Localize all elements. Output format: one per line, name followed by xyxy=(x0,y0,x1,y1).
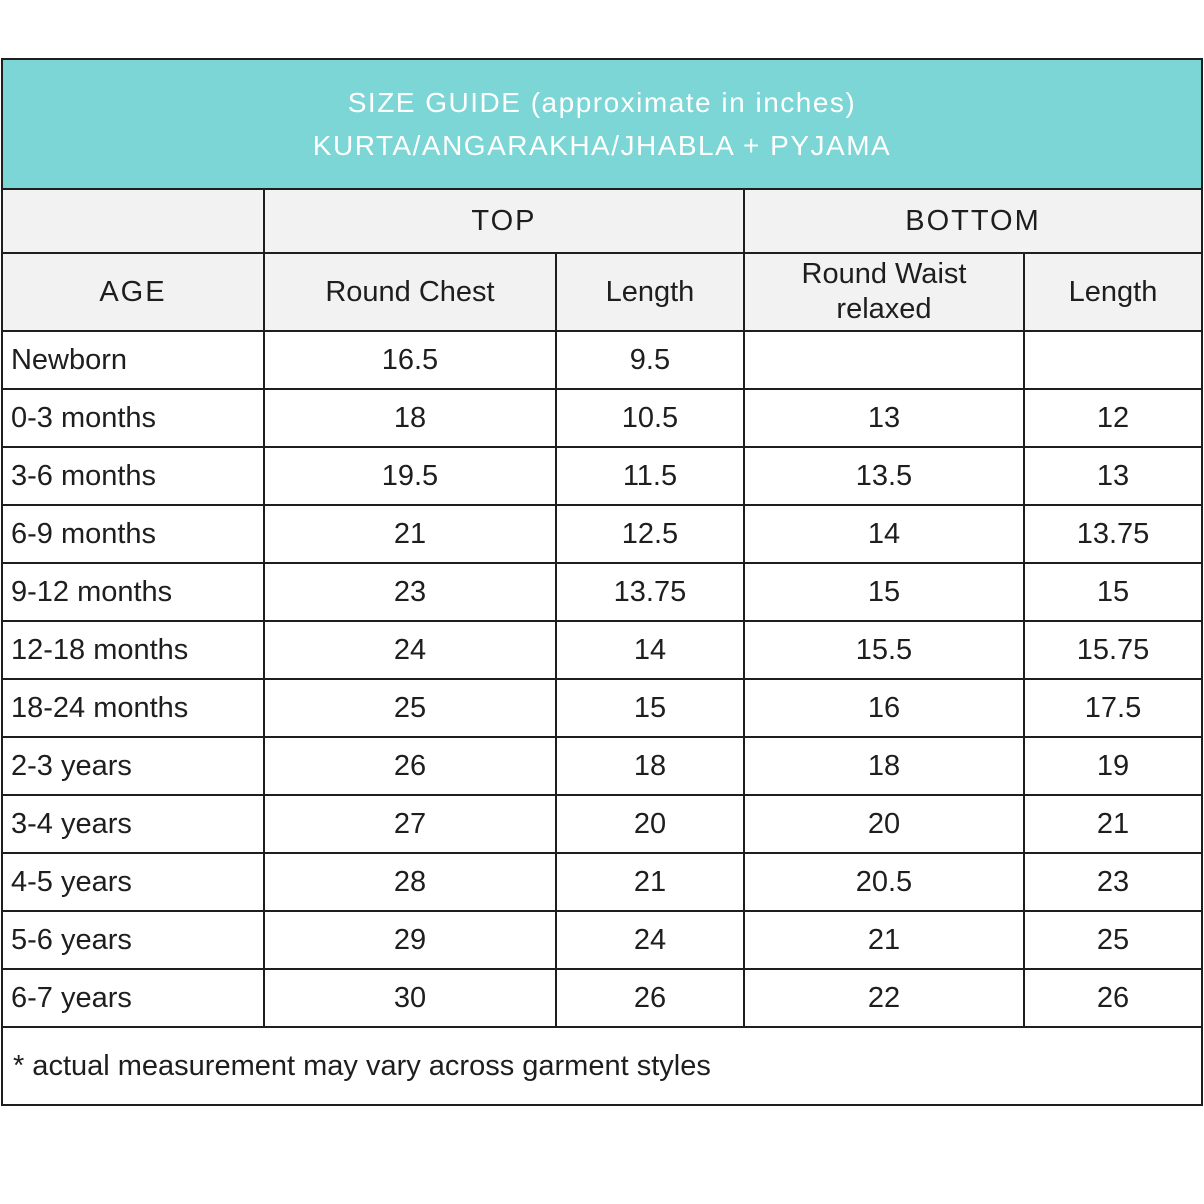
bottom-length-cell: 19 xyxy=(1022,736,1204,796)
round-chest-cell: 19.5 xyxy=(262,446,557,506)
table-row: 4-5 years 28 21 20.5 23 xyxy=(0,852,1204,912)
table-row: Newborn 16.5 9.5 xyxy=(0,330,1204,390)
top-length-cell: 24 xyxy=(554,910,745,970)
table-row: 5-6 years 29 24 21 25 xyxy=(0,910,1204,970)
round-chest-cell: 26 xyxy=(262,736,557,796)
table-row: 18-24 months 25 15 16 17.5 xyxy=(0,678,1204,738)
round-chest-cell: 25 xyxy=(262,678,557,738)
bottom-length-cell: 26 xyxy=(1022,968,1204,1028)
size-guide-table: SIZE GUIDE (approximate in inches) KURTA… xyxy=(0,58,1204,1106)
bottom-length-cell: 13.75 xyxy=(1022,504,1204,564)
column-header-bottom-length: Length xyxy=(1022,252,1204,332)
table-row: 3-6 months 19.5 11.5 13.5 13 xyxy=(0,446,1204,506)
age-cell: 2-3 years xyxy=(0,736,265,796)
title-line-1: SIZE GUIDE (approximate in inches) xyxy=(347,86,857,118)
top-length-cell: 15 xyxy=(554,678,745,738)
round-waist-cell: 21 xyxy=(742,910,1025,970)
round-waist-cell xyxy=(742,330,1025,390)
table-row: 2-3 years 26 18 18 19 xyxy=(0,736,1204,796)
age-cell: 0-3 months xyxy=(0,388,265,448)
table-row: 6-7 years 30 26 22 26 xyxy=(0,968,1204,1028)
column-header-age: AGE xyxy=(0,252,265,332)
corner-empty-cell xyxy=(0,188,265,254)
group-header-top: TOP xyxy=(262,188,745,254)
round-chest-cell: 28 xyxy=(262,852,557,912)
round-chest-cell: 30 xyxy=(262,968,557,1028)
age-cell: 3-6 months xyxy=(0,446,265,506)
age-cell: 18-24 months xyxy=(0,678,265,738)
title-row: SIZE GUIDE (approximate in inches) KURTA… xyxy=(0,58,1204,190)
table-row: 0-3 months 18 10.5 13 12 xyxy=(0,388,1204,448)
bottom-length-cell xyxy=(1022,330,1204,390)
group-header-bottom: BOTTOM xyxy=(742,188,1204,254)
round-waist-cell: 14 xyxy=(742,504,1025,564)
top-length-cell: 12.5 xyxy=(554,504,745,564)
round-chest-cell: 29 xyxy=(262,910,557,970)
footnote: * actual measurement may vary across gar… xyxy=(0,1026,1204,1106)
age-cell: Newborn xyxy=(0,330,265,390)
top-length-cell: 13.75 xyxy=(554,562,745,622)
round-waist-cell: 15.5 xyxy=(742,620,1025,680)
age-cell: 5-6 years xyxy=(0,910,265,970)
bottom-length-cell: 13 xyxy=(1022,446,1204,506)
bottom-length-cell: 17.5 xyxy=(1022,678,1204,738)
round-waist-cell: 22 xyxy=(742,968,1025,1028)
table-row: 3-4 years 27 20 20 21 xyxy=(0,794,1204,854)
bottom-length-cell: 21 xyxy=(1022,794,1204,854)
column-header-top-length: Length xyxy=(554,252,745,332)
age-cell: 3-4 years xyxy=(0,794,265,854)
round-chest-cell: 21 xyxy=(262,504,557,564)
age-cell: 6-7 years xyxy=(0,968,265,1028)
top-length-cell: 11.5 xyxy=(554,446,745,506)
title-banner: SIZE GUIDE (approximate in inches) KURTA… xyxy=(0,58,1204,190)
round-waist-cell: 20 xyxy=(742,794,1025,854)
round-waist-cell: 16 xyxy=(742,678,1025,738)
round-chest-cell: 27 xyxy=(262,794,557,854)
top-length-cell: 20 xyxy=(554,794,745,854)
round-chest-cell: 16.5 xyxy=(262,330,557,390)
round-chest-cell: 23 xyxy=(262,562,557,622)
column-header-round-chest: Round Chest xyxy=(262,252,557,332)
bottom-length-cell: 15 xyxy=(1022,562,1204,622)
age-cell: 12-18 months xyxy=(0,620,265,680)
bottom-length-cell: 15.75 xyxy=(1022,620,1204,680)
round-waist-cell: 13 xyxy=(742,388,1025,448)
bottom-length-cell: 23 xyxy=(1022,852,1204,912)
top-length-cell: 21 xyxy=(554,852,745,912)
footnote-row: * actual measurement may vary across gar… xyxy=(0,1026,1204,1106)
age-cell: 4-5 years xyxy=(0,852,265,912)
round-waist-cell: 13.5 xyxy=(742,446,1025,506)
top-length-cell: 14 xyxy=(554,620,745,680)
round-chest-cell: 24 xyxy=(262,620,557,680)
round-waist-label: Round Waist relaxed xyxy=(801,258,967,325)
table-row: 6-9 months 21 12.5 14 13.75 xyxy=(0,504,1204,564)
top-length-cell: 26 xyxy=(554,968,745,1028)
bottom-length-cell: 12 xyxy=(1022,388,1204,448)
top-length-cell: 9.5 xyxy=(554,330,745,390)
column-header-row: AGE Round Chest Length Round Waist relax… xyxy=(0,252,1204,332)
bottom-length-cell: 25 xyxy=(1022,910,1204,970)
age-cell: 6-9 months xyxy=(0,504,265,564)
round-chest-cell: 18 xyxy=(262,388,557,448)
table-row: 12-18 months 24 14 15.5 15.75 xyxy=(0,620,1204,680)
round-waist-cell: 20.5 xyxy=(742,852,1025,912)
age-cell: 9-12 months xyxy=(0,562,265,622)
group-header-row: TOP BOTTOM xyxy=(0,188,1204,254)
title-line-2: KURTA/ANGARAKHA/JHABLA + PYJAMA xyxy=(312,130,892,161)
column-header-round-waist: Round Waist relaxed xyxy=(742,252,1025,332)
top-length-cell: 10.5 xyxy=(554,388,745,448)
round-waist-cell: 15 xyxy=(742,562,1025,622)
top-length-cell: 18 xyxy=(554,736,745,796)
round-waist-cell: 18 xyxy=(742,736,1025,796)
table-row: 9-12 months 23 13.75 15 15 xyxy=(0,562,1204,622)
